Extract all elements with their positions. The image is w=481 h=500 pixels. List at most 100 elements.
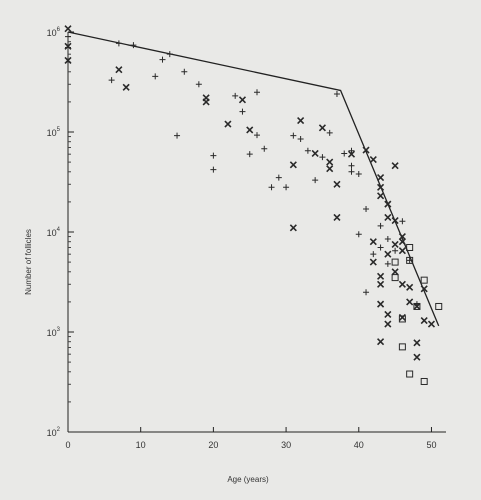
cross-marker (377, 280, 385, 288)
cross-marker (238, 96, 247, 104)
y-tick-label: 106 (47, 27, 61, 38)
cross-marker (398, 280, 406, 288)
cross-marker (406, 298, 414, 306)
cross-marker (413, 302, 421, 311)
x-tick-label: 20 (208, 440, 218, 450)
plus-marker (115, 40, 122, 47)
plus-marker (174, 132, 181, 139)
cross-marker (377, 192, 385, 200)
cross-marker (289, 161, 297, 169)
x-tick-label: 30 (281, 440, 291, 450)
cross-marker (420, 285, 428, 293)
x-tick-label: 0 (65, 440, 70, 450)
cross-marker (369, 238, 377, 246)
cross-marker (311, 149, 319, 158)
y-tick-base: 10 (47, 128, 57, 138)
cross-marker (115, 66, 123, 74)
cross-marker (384, 310, 392, 318)
plus-marker (377, 222, 384, 229)
cross-marker (398, 313, 406, 321)
square-marker (398, 343, 406, 351)
cross-marker (384, 250, 392, 258)
cross-marker (333, 180, 341, 188)
cross-marker (384, 320, 392, 328)
plus-marker (348, 147, 355, 154)
plus-marker (290, 132, 297, 139)
y-tick-exponent: 6 (57, 27, 61, 33)
square-marker (420, 377, 428, 385)
cross-marker (64, 42, 72, 50)
plus-marker (406, 257, 413, 264)
plus-marker (384, 236, 391, 243)
y-tick-exponent: 2 (57, 427, 61, 433)
plus-marker (392, 247, 399, 254)
plus-marker (159, 56, 166, 63)
plus-marker (363, 205, 370, 212)
plus-marker (195, 81, 202, 88)
cross-marker (398, 238, 406, 246)
y-tick-exponent: 5 (57, 127, 61, 133)
y-tick-label: 105 (47, 127, 61, 138)
plus-marker (399, 218, 406, 225)
cross-marker (318, 124, 326, 132)
plus-marker (65, 33, 71, 40)
plus-marker (152, 73, 159, 80)
y-tick-base: 10 (47, 328, 57, 338)
plus-marker (181, 68, 188, 75)
cross-marker (377, 183, 385, 191)
cross-marker (347, 150, 356, 158)
y-tick-base: 10 (47, 28, 57, 38)
plus-marker (239, 108, 246, 115)
cross-marker (391, 162, 399, 170)
cross-marker (384, 200, 392, 208)
data-points (64, 25, 443, 385)
plus-marker (275, 174, 282, 181)
fit-line (67, 31, 440, 327)
plus-marker (348, 168, 355, 175)
square-marker (406, 370, 414, 378)
plus-marker (341, 150, 348, 157)
cross-marker (391, 217, 399, 225)
plus-marker (348, 162, 355, 169)
plus-marker (130, 42, 137, 49)
plus-marker (384, 260, 391, 267)
cross-marker (427, 320, 436, 328)
square-marker (391, 274, 399, 282)
plus-marker (370, 251, 377, 258)
y-axis-label: Number of follicles (24, 229, 33, 295)
square-marker (420, 276, 428, 284)
plus-marker (355, 231, 362, 238)
cross-marker (202, 98, 210, 106)
y-tick-exponent: 4 (57, 227, 61, 233)
square-marker (413, 302, 421, 310)
cross-marker (384, 213, 392, 221)
cross-marker (289, 224, 297, 232)
plus-marker (377, 244, 384, 251)
cross-marker (377, 174, 385, 182)
plus-marker (283, 184, 290, 191)
cross-marker (224, 120, 232, 128)
cross-marker (333, 213, 341, 221)
x-tick-label: 40 (354, 440, 364, 450)
plus-marker (108, 77, 115, 84)
x-ticks: 0 10 20 30 40 50 (65, 427, 436, 450)
plus-marker (166, 51, 173, 58)
plus-marker (210, 166, 217, 173)
cross-marker (420, 317, 428, 325)
square-marker (398, 315, 406, 323)
cross-marker (64, 56, 72, 64)
cross-marker (64, 25, 72, 33)
cross-marker (398, 247, 406, 255)
square-marker (435, 302, 443, 310)
x-axis-label: Age (years) (227, 475, 269, 484)
cross-marker (369, 156, 377, 164)
plus-marker (355, 171, 362, 178)
cross-marker (406, 283, 414, 291)
plus-marker (363, 289, 370, 296)
plus-marker (312, 177, 319, 184)
cross-marker (377, 338, 385, 346)
plus-marker (246, 151, 253, 158)
square-marker (391, 258, 399, 266)
